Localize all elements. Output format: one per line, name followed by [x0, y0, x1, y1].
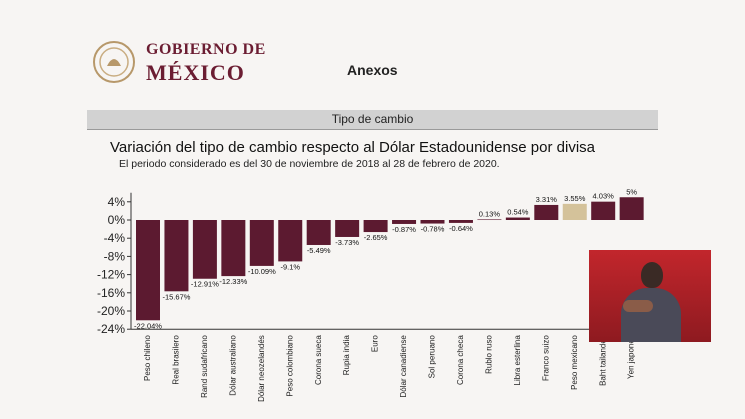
bar: [591, 201, 616, 220]
bar-value-label: 3.55%: [564, 194, 586, 203]
bar: [392, 220, 417, 224]
bar-value-label: -12.91%: [191, 280, 219, 289]
bar: [136, 220, 160, 321]
x-category-label: Corona sueca: [314, 335, 323, 385]
y-tick-label: -12%: [97, 268, 125, 282]
bar-value-label: 0.54%: [507, 208, 529, 217]
bar: [221, 220, 246, 277]
bar-value-label: -0.78%: [421, 225, 445, 234]
bar-value-label: -22.04%: [134, 321, 162, 330]
y-tick-label: -8%: [104, 249, 126, 263]
brand-line-1: GOBIERNO DE: [146, 41, 266, 58]
y-tick-label: -4%: [104, 231, 126, 245]
interpreter-head: [641, 262, 663, 288]
bar: [306, 220, 331, 245]
bar-value-label: -12.33%: [219, 277, 247, 286]
x-category-label: Rupia india: [342, 335, 351, 376]
x-category-label: Franco suizo: [541, 335, 550, 381]
x-category-label: Peso colombiano: [285, 335, 294, 397]
x-category-label: Rand sudafricano: [200, 335, 209, 398]
bar-value-label: -10.09%: [248, 267, 276, 276]
gobierno-de-mexico-brand: GOBIERNO DE MÉXICO: [146, 42, 266, 84]
bar: [619, 197, 644, 220]
bar: [335, 220, 360, 237]
x-category-label: Dólar canadiense: [399, 335, 408, 398]
interpreter-body: [621, 288, 681, 342]
brand-line-2: MÉXICO: [146, 60, 245, 85]
x-category-label: Rublo ruso: [485, 335, 494, 374]
bar-value-label: -2.65%: [364, 233, 388, 242]
chart-subtitle: El periodo considerado es del 30 de novi…: [119, 158, 500, 170]
x-category-label: Peso mexicano: [570, 335, 579, 390]
bar-value-label: -0.64%: [449, 224, 473, 233]
sign-language-interpreter-video: [589, 250, 711, 342]
bar: [278, 220, 303, 262]
section-title: Anexos: [347, 62, 398, 78]
bar: [505, 217, 530, 220]
bar: [562, 203, 587, 220]
y-tick-label: 0%: [108, 213, 126, 227]
y-tick-label: -20%: [97, 304, 125, 318]
bar-value-label: 3.31%: [536, 195, 558, 204]
x-category-label: Libra esterlina: [513, 335, 522, 386]
x-category-label: Corona checa: [456, 335, 465, 385]
y-tick-label: -16%: [97, 286, 125, 300]
bar: [448, 220, 473, 223]
bar-value-label: -5.49%: [307, 246, 331, 255]
x-category-label: Peso chileno: [143, 335, 152, 381]
chart-title: Variación del tipo de cambio respecto al…: [110, 139, 596, 156]
bar: [192, 220, 217, 279]
y-tick-label: -24%: [97, 322, 125, 336]
section-band: Tipo de cambio: [87, 110, 658, 130]
bar-value-label: 4.03%: [593, 192, 615, 201]
x-category-label: Sol peruano: [428, 335, 437, 379]
bar: [164, 220, 189, 292]
bar-value-label: -9.1%: [280, 262, 300, 271]
x-category-label: Euro: [371, 335, 380, 352]
bar-value-label: 5%: [626, 187, 637, 196]
x-category-label: Dólar neozelandés: [257, 335, 266, 402]
x-category-label: Baht tailandés: [598, 335, 607, 386]
bar-value-label: 0.13%: [479, 209, 501, 218]
bar: [420, 220, 445, 224]
interpreter-hands: [623, 300, 653, 312]
bar: [477, 219, 502, 221]
x-category-label: Real brasilero: [172, 335, 181, 385]
bar-value-label: -0.87%: [392, 225, 416, 234]
y-tick-label: 4%: [108, 195, 126, 209]
bar-value-label: -15.67%: [162, 292, 190, 301]
bar: [249, 220, 274, 266]
x-category-label: Yen japonés: [627, 335, 636, 379]
bar: [363, 220, 388, 233]
x-category-label: Dólar australiano: [228, 335, 237, 396]
gobierno-logo: [93, 41, 135, 83]
bar: [534, 204, 559, 220]
bar-value-label: -3.73%: [335, 238, 359, 247]
